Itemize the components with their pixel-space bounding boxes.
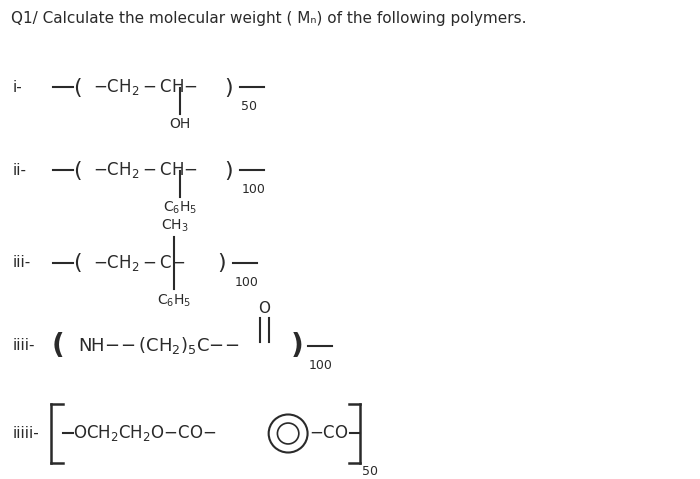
Text: $($: $($ [73, 251, 81, 274]
Text: 50: 50 [241, 100, 257, 113]
Text: Q1/ Calculate the molecular weight ( Mₙ) of the following polymers.: Q1/ Calculate the molecular weight ( Mₙ)… [10, 11, 526, 26]
Text: iiii-: iiii- [13, 338, 35, 354]
Text: ii-: ii- [13, 163, 27, 178]
Text: C$_6$H$_5$: C$_6$H$_5$ [163, 200, 197, 216]
Text: $-$CH$_2-$CH$-$: $-$CH$_2-$CH$-$ [92, 160, 197, 180]
Text: $-$CH$_2-$C$-$: $-$CH$_2-$C$-$ [92, 253, 185, 273]
Text: $($: $($ [73, 76, 81, 99]
Text: i-: i- [13, 80, 22, 95]
Text: $-$CH$_2-$CH$-$: $-$CH$_2-$CH$-$ [92, 78, 197, 97]
Text: OH: OH [169, 117, 191, 131]
Text: $)$: $)$ [224, 76, 233, 99]
Text: C$_6$H$_5$: C$_6$H$_5$ [157, 292, 192, 308]
Text: OCH$_2$CH$_2$O$-$CO$-$: OCH$_2$CH$_2$O$-$CO$-$ [73, 423, 216, 444]
Text: $\bf($: $\bf($ [50, 331, 63, 360]
Text: 50: 50 [363, 465, 379, 478]
Text: iii-: iii- [13, 255, 31, 271]
Text: 100: 100 [234, 275, 258, 288]
Text: 100: 100 [309, 359, 333, 372]
Text: 100: 100 [241, 183, 265, 196]
Text: $)$: $)$ [217, 251, 226, 274]
Text: $)$: $)$ [224, 159, 233, 182]
Text: CH$_3$: CH$_3$ [160, 217, 188, 234]
Text: NH$-\!-$(CH$_2)_5$C$-\!-$: NH$-\!-$(CH$_2)_5$C$-\!-$ [78, 335, 239, 356]
Text: $($: $($ [73, 159, 81, 182]
Text: iiiii-: iiiii- [13, 426, 39, 441]
Text: O: O [258, 300, 270, 316]
Text: $-$CO: $-$CO [309, 424, 348, 443]
Text: $\bf)$: $\bf)$ [290, 331, 302, 360]
